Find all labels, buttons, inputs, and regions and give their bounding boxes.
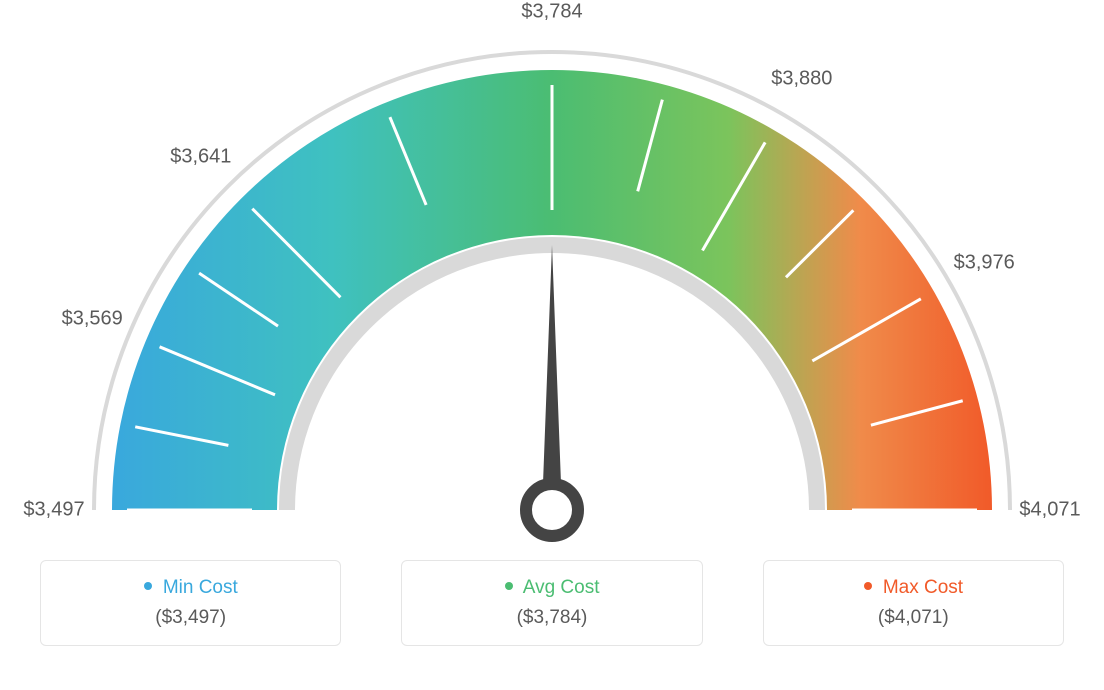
- gauge-tick-label: $3,976: [954, 251, 1015, 274]
- legend-value-avg: ($3,784): [422, 607, 681, 629]
- legend-card-max: Max Cost ($4,071): [763, 560, 1064, 646]
- legend-title-text: Min Cost: [163, 577, 238, 598]
- legend-title-text: Max Cost: [883, 577, 963, 598]
- gauge-tick-label: $4,071: [1019, 499, 1080, 522]
- gauge-tick-label: $3,497: [23, 499, 84, 522]
- legend-card-avg: Avg Cost ($3,784): [401, 560, 702, 646]
- legend-row: Min Cost ($3,497) Avg Cost ($3,784) Max …: [0, 560, 1104, 646]
- legend-title-text: Avg Cost: [523, 577, 600, 598]
- dot-icon: [864, 582, 872, 590]
- gauge-tick-label: $3,641: [170, 145, 231, 168]
- dot-icon: [144, 582, 152, 590]
- gauge-tick-label: $3,784: [521, 1, 582, 24]
- gauge-tick-label: $3,569: [62, 307, 123, 330]
- gauge-chart: $3,497 $3,569 $3,641 $3,784 $3,880 $3,976 $4,0…: [0, 0, 1104, 560]
- gauge-tick-label: $3,880: [771, 68, 832, 91]
- dot-icon: [505, 582, 513, 590]
- legend-value-max: ($4,071): [784, 607, 1043, 629]
- legend-title-avg: Avg Cost: [422, 577, 681, 599]
- legend-value-min: ($3,497): [61, 607, 320, 629]
- legend-title-max: Max Cost: [784, 577, 1043, 599]
- legend-card-min: Min Cost ($3,497): [40, 560, 341, 646]
- gauge-svg: [0, 0, 1104, 560]
- legend-title-min: Min Cost: [61, 577, 320, 599]
